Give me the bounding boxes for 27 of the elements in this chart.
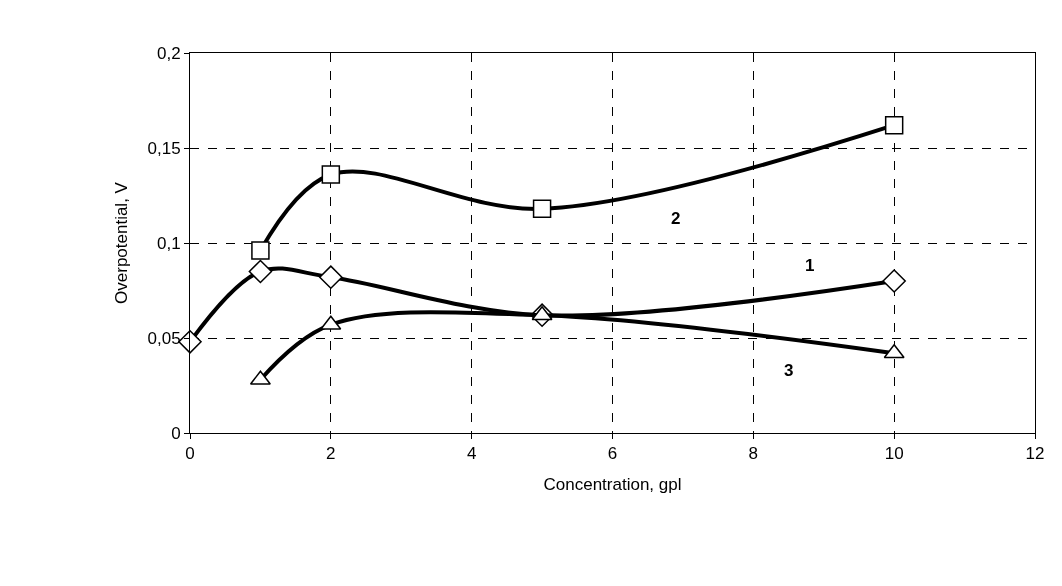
- x-tick-label: 0: [185, 444, 195, 464]
- point: [251, 241, 270, 260]
- point: [319, 265, 343, 289]
- y-tick-label: 0,05: [147, 328, 181, 348]
- x-tick-label: 4: [466, 444, 477, 464]
- x-tick-label: 2: [326, 444, 336, 464]
- point: [884, 115, 904, 135]
- y-tick-label: 0,1: [156, 233, 181, 253]
- y-tick-label: 0,15: [147, 138, 181, 158]
- y-axis-title: Overpotential, V: [112, 181, 132, 304]
- x-tick-label: 12: [1025, 444, 1045, 464]
- series-label: 2: [671, 209, 681, 228]
- point: [532, 199, 552, 219]
- x-tick-label: 10: [884, 444, 904, 464]
- series-label: 1: [805, 256, 815, 275]
- x-tick-label: 6: [607, 444, 618, 464]
- point: [248, 259, 273, 284]
- point: [882, 269, 906, 293]
- point: [883, 343, 905, 359]
- point: [321, 165, 341, 184]
- y-tick-label: 0: [171, 423, 181, 443]
- point: [178, 330, 202, 354]
- y-tick-label: 0,2: [156, 43, 181, 63]
- x-axis-title: Concentration, gpl: [543, 474, 682, 494]
- point: [531, 305, 553, 321]
- x-tick-label: 8: [748, 444, 759, 464]
- series-label: 3: [784, 361, 794, 380]
